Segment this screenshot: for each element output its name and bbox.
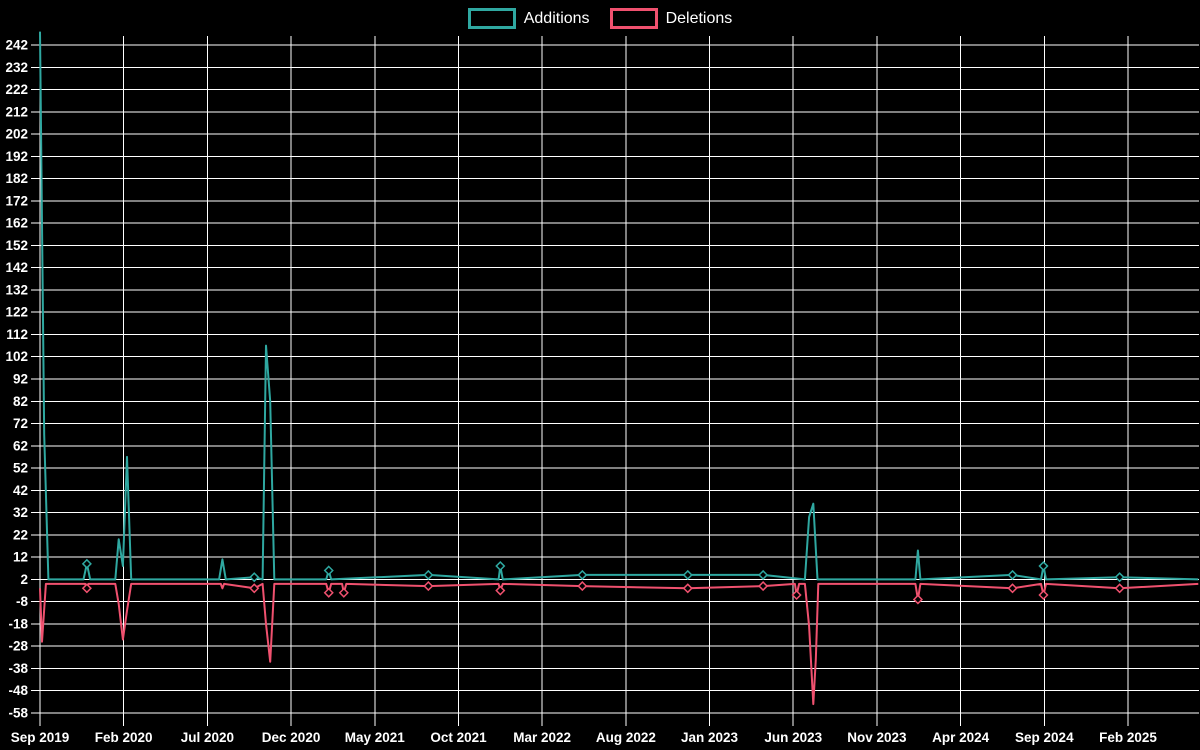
additions-line: [39, 31, 1199, 581]
x-tick-label: May 2021: [345, 730, 406, 745]
y-tick-label: 242: [5, 38, 28, 53]
deletions-point-marker: [249, 583, 260, 594]
y-tick-label: 232: [5, 60, 28, 75]
y-tick-label: 222: [5, 82, 28, 97]
additions-point-marker: [495, 560, 506, 572]
chart-legend: Additions Deletions: [0, 8, 1200, 29]
y-tick-label: -38: [8, 661, 28, 676]
y-tick-label: -18: [8, 616, 28, 631]
y-tick-label: 132: [5, 282, 28, 297]
deletions-series: [39, 581, 1199, 706]
deletions-point-marker: [338, 587, 349, 598]
deletions-swatch-icon: [609, 8, 658, 29]
x-tick-label: Jun 2023: [764, 730, 822, 745]
y-tick-label: 92: [13, 372, 28, 387]
y-tick-label: 182: [5, 171, 28, 186]
deletions-point-marker: [912, 594, 923, 605]
additions-point-marker: [1114, 572, 1125, 583]
x-tick-label: Nov 2023: [847, 730, 907, 745]
x-tick-label: Feb 2025: [1099, 730, 1157, 745]
y-tick-label: 152: [5, 238, 28, 253]
additions-point-marker: [1007, 569, 1018, 581]
y-tick-label: 22: [13, 527, 28, 542]
y-tick-label: -8: [16, 594, 28, 609]
x-tick-label: Oct 2021: [430, 730, 487, 745]
deletions-point-marker: [791, 589, 802, 601]
y-tick-label: 162: [5, 216, 28, 231]
deletions-point-marker: [682, 583, 693, 594]
legend-item-deletions[interactable]: Deletions: [609, 8, 733, 29]
additions-point-marker: [249, 572, 260, 583]
gridlines: [31, 36, 1199, 726]
deletions-point-marker: [81, 583, 92, 594]
deletions-point-marker: [423, 581, 434, 592]
x-tick-label: Jul 2020: [181, 730, 234, 745]
additions-point-marker: [423, 569, 434, 581]
x-axis-tick-labels: Sep 2019 Feb 2020 Jul 2020 Dec 2020 May 2021…: [11, 730, 1158, 745]
y-tick-label: -58: [8, 706, 28, 721]
x-tick-label: Aug 2022: [596, 730, 656, 745]
deletions-point-marker: [1038, 589, 1049, 601]
additions-point-marker: [577, 569, 588, 581]
x-tick-label: Jan 2023: [681, 730, 739, 745]
x-tick-label: Sep 2024: [1015, 730, 1074, 745]
y-tick-label: 72: [13, 416, 28, 431]
y-tick-label: 52: [13, 461, 28, 476]
additions-legend-label: Additions: [523, 9, 590, 27]
y-axis-tick-labels: 2422322222122021921821721621521421321221…: [5, 38, 28, 721]
additions-point-marker: [81, 558, 92, 569]
additions-series: [39, 31, 1199, 583]
additions-point-marker: [323, 565, 334, 576]
x-tick-label: Apr 2024: [932, 730, 990, 745]
additions-swatch-icon: [467, 8, 516, 29]
y-tick-label: 192: [5, 149, 28, 164]
y-tick-label: 2: [20, 572, 28, 587]
legend-item-additions[interactable]: Additions: [467, 8, 590, 29]
x-tick-label: Mar 2022: [513, 730, 571, 745]
y-tick-label: 62: [13, 438, 28, 453]
y-tick-label: 112: [6, 327, 28, 342]
y-tick-label: 202: [5, 127, 28, 142]
x-tick-label: Feb 2020: [95, 730, 153, 745]
y-tick-label: 122: [5, 305, 28, 320]
y-tick-label: 82: [13, 394, 28, 409]
deletions-point-marker: [577, 581, 588, 592]
x-tick-label: Sep 2019: [11, 730, 70, 745]
additions-point-marker: [758, 569, 769, 581]
deletions-point-marker: [1114, 583, 1125, 594]
deletions-line: [39, 582, 1199, 706]
y-tick-label: 172: [5, 193, 28, 208]
deletions-legend-label: Deletions: [665, 9, 733, 27]
deletions-point-marker: [758, 581, 769, 592]
deletions-point-marker: [1007, 583, 1018, 594]
deletions-point-marker: [495, 585, 506, 596]
y-tick-label: 32: [13, 505, 28, 520]
y-tick-label: 142: [5, 260, 28, 275]
y-tick-label: -28: [8, 639, 28, 654]
y-tick-label: 102: [5, 349, 28, 364]
deletions-point-marker: [323, 587, 334, 598]
y-tick-label: 212: [5, 104, 28, 119]
x-tick-label: Dec 2020: [262, 730, 321, 745]
y-tick-label: 12: [13, 550, 28, 565]
y-tick-label: -48: [8, 683, 28, 698]
y-tick-label: 42: [13, 483, 28, 498]
additions-point-marker: [1038, 560, 1049, 572]
additions-point-marker: [682, 569, 693, 581]
